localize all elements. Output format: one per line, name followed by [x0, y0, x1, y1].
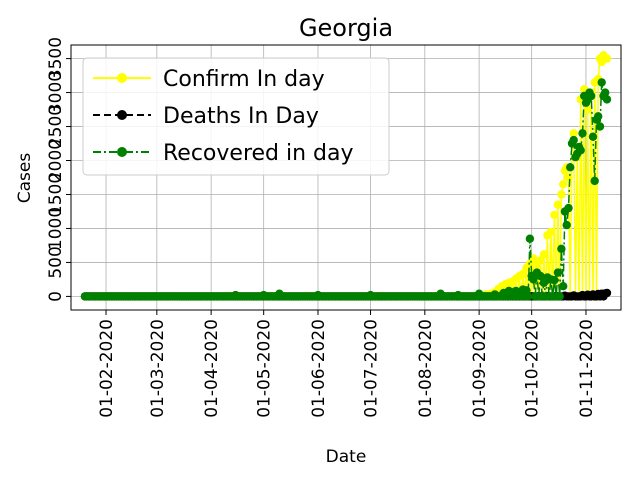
- legend-label-confirm: Confirm In day: [163, 67, 325, 92]
- x-tick-label: 01-11-2020: [577, 319, 597, 418]
- data-point: [564, 173, 573, 182]
- legend-box: [82, 57, 390, 176]
- data-point: [597, 78, 606, 87]
- data-point: [569, 135, 578, 145]
- data-point: [550, 275, 559, 285]
- data-point: [539, 250, 549, 259]
- data-point: [583, 105, 592, 114]
- plot-series: [80, 51, 612, 301]
- legend: Confirm In day Deaths In Day Recovered i…: [82, 57, 390, 176]
- x-tick-label: 01-06-2020: [309, 319, 329, 418]
- data-point: [578, 129, 587, 138]
- data-point: [590, 176, 599, 186]
- x-tick-label: 01-08-2020: [416, 319, 436, 418]
- data-point: [595, 122, 605, 131]
- y-tick-label: 0: [46, 291, 66, 302]
- data-point: [564, 203, 573, 213]
- data-point: [557, 244, 566, 253]
- x-tick-label: 01-02-2020: [97, 319, 117, 418]
- x-tick-label: 01-09-2020: [470, 319, 490, 418]
- data-point: [550, 210, 559, 220]
- data-point: [559, 180, 568, 189]
- data-point: [602, 95, 612, 104]
- data-point: [536, 256, 545, 265]
- data-point: [562, 220, 571, 230]
- legend-label-deaths: Deaths In Day: [163, 104, 319, 129]
- x-tick-label: 01-04-2020: [202, 319, 222, 418]
- data-point: [601, 88, 610, 97]
- x-tick-label: 01-10-2020: [523, 319, 543, 418]
- legend-marker-recovered: [117, 147, 127, 157]
- chart-title: Georgia: [299, 14, 393, 42]
- data-point: [546, 227, 556, 237]
- y-tick-label: 3000: [46, 71, 66, 114]
- data-point: [524, 292, 533, 301]
- x-tick-label: 01-05-2020: [255, 319, 275, 418]
- data-point: [602, 54, 612, 63]
- data-point: [559, 282, 568, 291]
- data-point: [588, 132, 598, 141]
- data-point: [566, 163, 575, 172]
- legend-marker-confirm: [117, 73, 127, 83]
- data-point: [518, 269, 528, 279]
- y-tick-label: 500: [46, 246, 66, 278]
- y-tick-label: 1500: [46, 173, 66, 216]
- legend-marker-deaths: [117, 110, 127, 120]
- plot-area-frame: [70, 44, 622, 311]
- data-point: [525, 234, 535, 243]
- data-point: [555, 292, 564, 301]
- y-tick-label: 2000: [46, 139, 66, 182]
- data-point: [529, 275, 538, 284]
- data-point: [576, 146, 585, 155]
- x-tick-label: 01-07-2020: [362, 319, 382, 418]
- y-tick-label: 1000: [46, 207, 66, 250]
- data-point: [553, 268, 563, 277]
- x-tick-label: 01-03-2020: [148, 319, 168, 418]
- x-axis-title: Date: [326, 447, 367, 467]
- data-point: [587, 91, 596, 101]
- legend-label-recovered: Recovered in day: [163, 141, 354, 166]
- y-axis-title: Cases: [15, 153, 35, 204]
- data-point: [594, 112, 603, 121]
- series-2: [80, 78, 612, 301]
- y-tick-label: 3500: [46, 37, 66, 80]
- data-point: [553, 200, 563, 209]
- data-point: [602, 288, 612, 298]
- y-tick-label: 2500: [46, 105, 66, 148]
- data-point: [569, 129, 578, 138]
- data-point: [557, 190, 566, 199]
- data-point: [536, 271, 545, 281]
- axes: 01-02-2020 01-03-2020 01-04-2020 01-05-2020…: [46, 37, 597, 418]
